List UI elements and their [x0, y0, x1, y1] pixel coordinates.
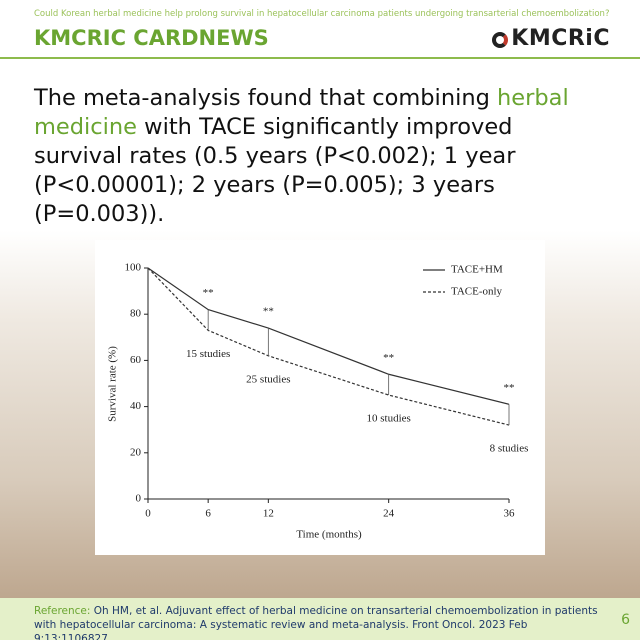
- y-tick-label: 80: [130, 308, 142, 320]
- y-tick-label: 40: [130, 400, 142, 412]
- logo: KMCRiC: [492, 26, 610, 51]
- y-tick-label: 0: [136, 493, 142, 505]
- y-tick-label: 100: [125, 262, 142, 274]
- y-tick-label: 20: [130, 446, 142, 458]
- significance-label: **: [383, 352, 394, 364]
- summary-text: The meta-analysis found that combining: [34, 85, 498, 111]
- x-axis-label: Time (months): [296, 529, 362, 541]
- y-axis-label: Survival rate (%): [107, 346, 119, 422]
- significance-label: **: [504, 382, 515, 394]
- divider: [0, 57, 640, 59]
- brand-title: KMCRIC CARDNEWS: [34, 26, 269, 50]
- significance-label: **: [263, 306, 274, 318]
- study-label: 15 studies: [186, 348, 230, 360]
- x-tick-label: 0: [145, 508, 151, 520]
- legend-label: TACE+HM: [451, 264, 503, 276]
- reference-text: Oh HM, et al. Adjuvant effect of herbal …: [34, 605, 598, 640]
- page-number: 6: [621, 612, 630, 628]
- x-tick-label: 12: [263, 508, 274, 520]
- study-label: 25 studies: [246, 373, 290, 385]
- significance-label: **: [203, 287, 214, 299]
- chart: Time (months) Survival rate (%) 02040608…: [95, 240, 545, 555]
- question: Could Korean herbal medicine help prolon…: [34, 9, 610, 19]
- summary: The meta-analysis found that combining h…: [34, 84, 594, 229]
- x-tick-label: 24: [383, 508, 395, 520]
- highlight: herbal medicine: [34, 85, 569, 140]
- study-label: 10 studies: [367, 413, 411, 425]
- study-label: 8 studies: [490, 443, 529, 455]
- x-tick-label: 36: [504, 508, 516, 520]
- summary-text: with TACE significantly improved surviva…: [34, 114, 516, 227]
- reference: Reference: Oh HM, et al. Adjuvant effect…: [34, 604, 604, 640]
- x-tick-label: 6: [205, 508, 211, 520]
- logo-text: KMCRiC: [511, 26, 610, 51]
- footer: [0, 598, 640, 640]
- legend-label: TACE-only: [451, 286, 503, 298]
- y-tick-label: 60: [130, 354, 142, 366]
- reference-label: Reference:: [34, 605, 91, 617]
